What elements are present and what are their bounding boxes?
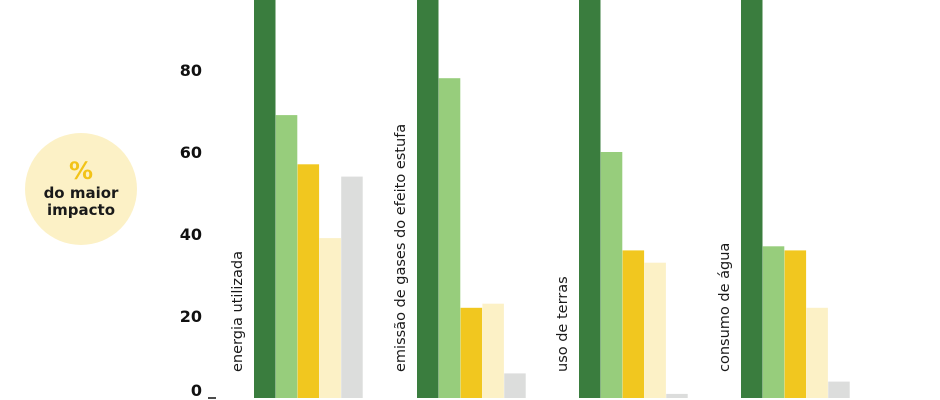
bar-group: energia utilizada	[230, 0, 363, 398]
bar-group: uso de terras	[555, 0, 688, 398]
bar	[482, 303, 504, 398]
bar	[600, 152, 623, 398]
y-tick-label: 40	[180, 225, 202, 244]
bar-group: consumo de água	[717, 0, 850, 398]
bar	[297, 164, 320, 398]
y-tick-label: 20	[180, 307, 202, 326]
bar	[504, 373, 526, 398]
category-label: uso de terras	[555, 276, 571, 372]
category-label: energia utilizada	[230, 251, 246, 372]
category-label: consumo de água	[717, 243, 733, 372]
category-label: emissão de gases do efeito estufa	[393, 124, 409, 372]
bar	[741, 0, 763, 398]
y-tick-label: 80	[180, 61, 202, 80]
bar	[762, 246, 785, 398]
percent-symbol: %	[68, 157, 94, 185]
bar-groups: energia utilizada emissão de gases do efe…	[230, 0, 850, 398]
bar	[622, 250, 645, 398]
bar	[341, 176, 363, 398]
bar	[417, 0, 439, 398]
badge-text: do maior impacto	[43, 184, 119, 219]
y-axis: 0 20 40 60 80	[180, 61, 216, 400]
y-tick-label: 0	[191, 381, 202, 400]
bar	[438, 78, 461, 398]
bar	[644, 262, 666, 398]
y-tick-label: 60	[180, 143, 202, 162]
bar	[460, 307, 483, 398]
bar	[319, 238, 341, 398]
bar	[666, 393, 688, 398]
bar	[828, 381, 850, 398]
unit-badge: % do maior impacto	[25, 133, 137, 245]
bar-group: emissão de gases do efeito estufa	[393, 0, 526, 398]
bar	[275, 115, 298, 398]
bar	[784, 250, 807, 398]
bar	[579, 0, 601, 398]
bar	[806, 307, 828, 398]
bar	[254, 0, 276, 398]
